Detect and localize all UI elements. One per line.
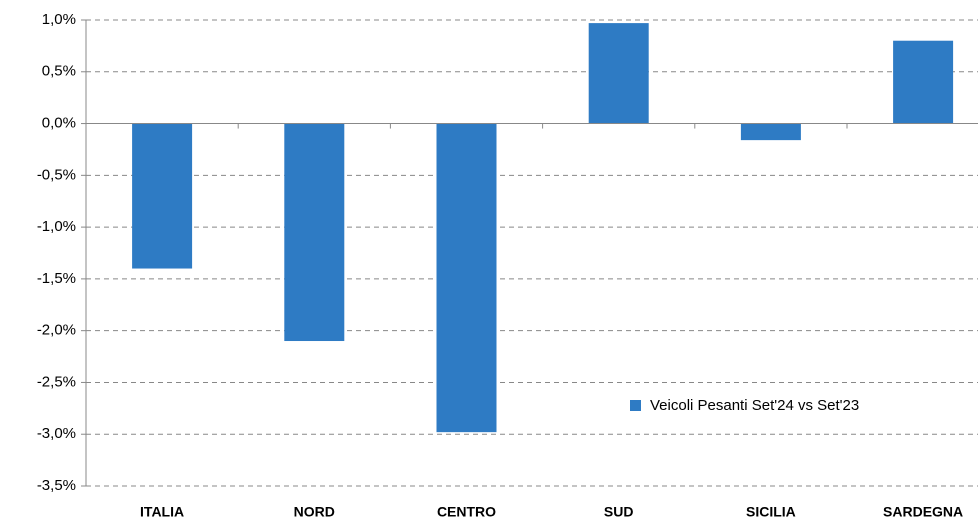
- y-tick-label: -2,0%: [37, 322, 76, 339]
- x-tick-label: SUD: [604, 504, 634, 520]
- x-tick-label: ITALIA: [140, 504, 184, 520]
- legend-swatch: [630, 400, 641, 411]
- y-tick-label: -3,5%: [37, 477, 76, 494]
- bar: [740, 123, 801, 141]
- y-tick-label: -2,5%: [37, 373, 76, 390]
- y-tick-label: -1,0%: [37, 218, 76, 235]
- y-tick-label: 0,0%: [42, 115, 76, 132]
- y-tick-label: -1,5%: [37, 270, 76, 287]
- bar: [284, 123, 345, 342]
- y-tick-label: -3,0%: [37, 425, 76, 442]
- bar: [588, 23, 649, 124]
- y-tick-label: 0,5%: [42, 63, 76, 80]
- y-tick-label: 1,0%: [42, 11, 76, 28]
- x-tick-label: NORD: [294, 504, 335, 520]
- x-tick-label: CENTRO: [437, 504, 496, 520]
- bar: [132, 123, 193, 269]
- bar: [436, 123, 497, 433]
- y-tick-label: -0,5%: [37, 166, 76, 183]
- legend-label: Veicoli Pesanti Set'24 vs Set'23: [650, 397, 859, 414]
- x-tick-label: SICILIA: [746, 504, 796, 520]
- x-tick-label: SARDEGNA: [883, 504, 963, 520]
- bar: [893, 40, 954, 124]
